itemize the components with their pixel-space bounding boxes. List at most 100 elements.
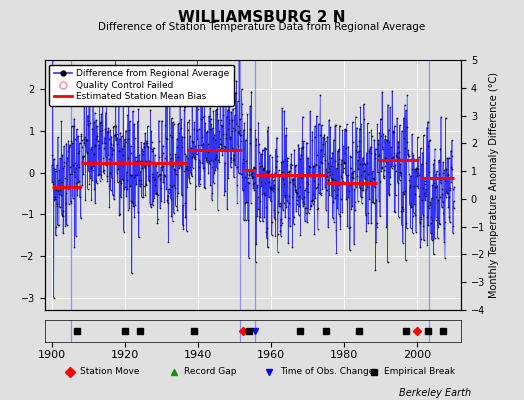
Point: [195, 126, 203, 132]
Point: [398, 204, 407, 210]
Point: [125, 95, 133, 102]
Point: [181, 213, 190, 220]
Point: [379, 175, 388, 181]
Point: [257, 183, 266, 190]
Point: [211, 136, 219, 143]
Point: [137, 139, 145, 145]
Point: [84, 112, 92, 119]
Point: [194, 142, 202, 148]
Point: [259, 190, 268, 196]
Point: [195, 180, 204, 187]
Point: [369, 199, 378, 206]
Point: [276, 200, 284, 206]
Point: [192, 95, 200, 101]
Point: [186, 133, 194, 140]
Point: [272, 164, 280, 170]
Point: [409, 212, 417, 219]
Point: [342, 126, 351, 133]
Point: [320, 131, 329, 138]
Point: [219, 131, 227, 137]
Point: [141, 191, 150, 198]
Point: [406, 184, 414, 190]
Point: [167, 213, 176, 220]
Point: [179, 222, 187, 228]
Point: [245, 254, 253, 261]
Point: [268, 174, 277, 180]
Point: [96, 178, 104, 184]
Point: [448, 137, 456, 144]
Point: [275, 173, 283, 180]
Point: [378, 163, 386, 170]
Point: [164, 192, 172, 199]
Point: [356, 161, 364, 167]
Point: [231, 112, 239, 119]
Point: [346, 154, 355, 160]
Point: [354, 166, 363, 172]
Point: [409, 152, 418, 158]
Point: [239, 160, 247, 166]
Point: [252, 259, 260, 265]
Point: [150, 177, 158, 184]
Point: [226, 155, 235, 161]
Point: [225, 120, 233, 126]
Point: [349, 175, 357, 181]
Point: [280, 181, 288, 187]
Point: [364, 210, 372, 216]
Point: [307, 203, 315, 210]
Point: [72, 162, 81, 168]
Point: [252, 136, 260, 142]
Point: [290, 147, 299, 153]
Point: [246, 171, 255, 177]
Point: [432, 193, 440, 200]
Point: [63, 176, 72, 182]
Point: [188, 173, 196, 180]
Point: [206, 182, 215, 188]
Point: [432, 184, 441, 190]
Point: [309, 198, 318, 204]
Point: [100, 145, 108, 152]
Text: Time of Obs. Change: Time of Obs. Change: [280, 368, 374, 376]
Point: [446, 148, 455, 154]
Point: [287, 164, 295, 171]
Point: [244, 175, 252, 181]
Point: [304, 180, 312, 187]
Point: [275, 167, 283, 174]
Point: [334, 186, 342, 193]
Point: [62, 222, 71, 228]
Point: [121, 136, 129, 142]
Point: [335, 146, 343, 152]
Point: [213, 82, 222, 89]
Point: [294, 141, 302, 148]
Point: [274, 186, 282, 192]
Point: [56, 155, 64, 162]
Point: [210, 180, 218, 186]
Point: [249, 164, 258, 170]
Point: [110, 179, 118, 186]
Point: [69, 123, 78, 129]
Point: [220, 146, 228, 152]
Point: [406, 202, 414, 208]
Point: [248, 166, 257, 173]
Point: [169, 163, 178, 170]
Point: [164, 238, 172, 245]
Point: [274, 209, 282, 215]
Point: [258, 146, 267, 153]
Point: [407, 173, 415, 179]
Point: [343, 121, 351, 127]
Point: [265, 194, 273, 201]
Point: [363, 160, 371, 166]
Point: [358, 187, 366, 194]
Point: [253, 213, 261, 220]
Point: [281, 132, 290, 138]
Point: [188, 138, 196, 145]
Point: [201, 184, 209, 191]
Point: [325, 172, 334, 179]
Point: [403, 92, 411, 98]
Point: [347, 174, 356, 181]
Point: [105, 204, 114, 211]
Point: [441, 178, 450, 185]
Point: [67, 138, 75, 144]
Y-axis label: Monthly Temperature Anomaly Difference (°C): Monthly Temperature Anomaly Difference (…: [489, 72, 499, 298]
Point: [158, 150, 167, 157]
Point: [184, 174, 193, 181]
